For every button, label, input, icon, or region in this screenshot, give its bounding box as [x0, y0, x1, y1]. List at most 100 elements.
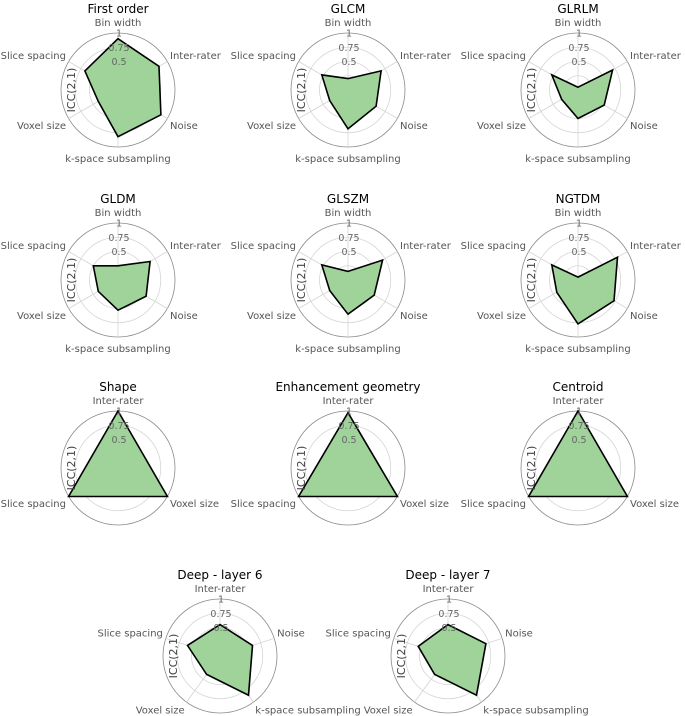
radial-tick-label: 0.5: [571, 435, 586, 446]
chart-title: Deep - layer 7: [405, 568, 490, 582]
y-axis-label: ICC(2,1): [395, 634, 408, 679]
radial-tick-label: 0.75: [338, 43, 359, 54]
y-axis-label: ICC(2,1): [525, 446, 538, 491]
axis-label-slice-spacing: Slice spacing: [461, 51, 526, 62]
series-polygon: [550, 255, 619, 325]
axis-label-bin-width: Bin width: [555, 18, 602, 29]
axis-label-inter-rater: Inter-rater: [423, 584, 475, 595]
radial-tick-label: 0.5: [213, 623, 228, 634]
axis-label-slice-spacing: Slice spacing: [98, 629, 163, 640]
series-polygon: [92, 260, 152, 312]
radial-tick-label: 1: [116, 219, 122, 230]
axis-label-k-space-subsampling: k-space subsampling: [295, 154, 400, 165]
series-polygon: [67, 409, 169, 498]
radial-tick-label: 1: [346, 219, 352, 230]
axis-label-noise: Noise: [630, 311, 658, 322]
chart-title: Centroid: [552, 380, 603, 394]
axis-label-k-space-subsampling: k-space subsampling: [525, 344, 630, 355]
radial-tick-label: 0.75: [338, 421, 359, 432]
radial-tick-label: 0.5: [441, 623, 456, 634]
axis-label-bin-width: Bin width: [555, 208, 602, 219]
radial-tick-label: 0.75: [338, 233, 359, 244]
axis-label-bin-width: Bin width: [95, 18, 142, 29]
y-axis-label: ICC(2,1): [525, 68, 538, 113]
chart-title: GLCM: [331, 2, 366, 16]
radial-tick-label: 0.5: [341, 57, 356, 68]
chart-title: First order: [87, 2, 148, 16]
radial-tick-label: 1: [346, 407, 352, 418]
radial-tick-label: 0.75: [108, 421, 129, 432]
axis-label-inter-rater: Inter-rater: [630, 241, 682, 252]
axis-label-noise: Noise: [400, 121, 428, 132]
axis-label-k-space-subsampling: k-space subsampling: [295, 344, 400, 355]
radial-tick-label: 0.75: [568, 421, 589, 432]
axis-label-slice-spacing: Slice spacing: [461, 499, 526, 510]
axis-label-voxel-size: Voxel size: [247, 121, 296, 132]
y-axis-label: ICC(2,1): [167, 634, 180, 679]
axis-label-k-space-subsampling: k-space subsampling: [65, 344, 170, 355]
radial-tick-label: 0.5: [341, 435, 356, 446]
radial-tick-label: 1: [576, 219, 582, 230]
axis-label-voxel-size: Voxel size: [477, 121, 526, 132]
axis-label-slice-spacing: Slice spacing: [231, 499, 296, 510]
y-axis-label: ICC(2,1): [65, 68, 78, 113]
axis-label-noise: Noise: [170, 311, 198, 322]
axis-label-voxel-size: Voxel size: [630, 499, 679, 510]
axis-label-noise: Noise: [400, 311, 428, 322]
chart-title: GLRLM: [557, 2, 598, 16]
y-axis-label: ICC(2,1): [525, 258, 538, 303]
axis-label-k-space-subsampling: k-space subsampling: [483, 706, 588, 716]
y-axis-label: ICC(2,1): [295, 258, 308, 303]
radial-tick-label: 1: [116, 29, 122, 40]
axis-label-k-space-subsampling: k-space subsampling: [65, 154, 170, 165]
chart-title: Shape: [99, 380, 137, 394]
axis-label-slice-spacing: Slice spacing: [1, 499, 66, 510]
axis-label-inter-rater: Inter-rater: [323, 396, 375, 407]
axis-label-slice-spacing: Slice spacing: [1, 241, 66, 252]
series-polygon: [550, 68, 614, 120]
axis-label-noise: Noise: [505, 629, 533, 640]
axis-label-slice-spacing: Slice spacing: [231, 51, 296, 62]
chart-title: Deep - layer 6: [177, 568, 262, 582]
axis-label-noise: Noise: [170, 121, 198, 132]
axis-label-voxel-size: Voxel size: [17, 311, 66, 322]
chart-title: NGTDM: [556, 192, 601, 206]
axis-label-inter-rater: Inter-rater: [630, 51, 682, 62]
series-polygon: [417, 623, 487, 697]
axis-label-voxel-size: Voxel size: [17, 121, 66, 132]
axis-label-inter-rater: Inter-rater: [400, 241, 452, 252]
chart-title: Enhancement geometry: [275, 380, 420, 394]
axis-label-inter-rater: Inter-rater: [93, 396, 145, 407]
axis-label-slice-spacing: Slice spacing: [326, 629, 391, 640]
axis-label-voxel-size: Voxel size: [247, 311, 296, 322]
axis-label-inter-rater: Inter-rater: [553, 396, 605, 407]
y-axis-label: ICC(2,1): [295, 446, 308, 491]
axis-label-slice-spacing: Slice spacing: [461, 241, 526, 252]
axis-label-inter-rater: Inter-rater: [400, 51, 452, 62]
axis-label-voxel-size: Voxel size: [477, 311, 526, 322]
radial-tick-label: 0.5: [571, 247, 586, 258]
radial-tick-label: 1: [346, 29, 352, 40]
radial-tick-label: 1: [576, 29, 582, 40]
radial-tick-label: 0.5: [111, 435, 126, 446]
axis-label-slice-spacing: Slice spacing: [231, 241, 296, 252]
axis-label-k-space-subsampling: k-space subsampling: [255, 706, 360, 716]
y-axis-label: ICC(2,1): [65, 446, 78, 491]
radial-tick-label: 1: [218, 595, 224, 606]
axis-label-voxel-size: Voxel size: [364, 706, 413, 716]
series-polygon: [83, 37, 162, 138]
axis-label-inter-rater: Inter-rater: [195, 584, 247, 595]
radial-tick-label: 0.5: [341, 247, 356, 258]
radial-tick-label: 0.5: [571, 57, 586, 68]
axis-label-noise: Noise: [277, 629, 305, 640]
series-polygon: [297, 411, 399, 498]
